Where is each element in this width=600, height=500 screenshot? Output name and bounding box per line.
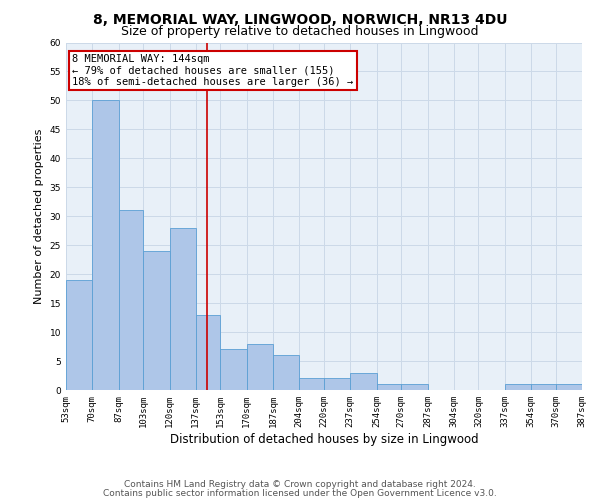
Bar xyxy=(299,378,324,390)
Bar xyxy=(505,384,531,390)
Bar xyxy=(66,280,92,390)
Bar xyxy=(324,378,350,390)
Bar xyxy=(531,384,556,390)
Text: Contains HM Land Registry data © Crown copyright and database right 2024.: Contains HM Land Registry data © Crown c… xyxy=(124,480,476,489)
Bar xyxy=(196,314,220,390)
Bar xyxy=(401,384,428,390)
Bar xyxy=(247,344,273,390)
Y-axis label: Number of detached properties: Number of detached properties xyxy=(34,128,44,304)
Bar xyxy=(170,228,196,390)
Bar xyxy=(350,372,377,390)
Text: Contains public sector information licensed under the Open Government Licence v3: Contains public sector information licen… xyxy=(103,488,497,498)
X-axis label: Distribution of detached houses by size in Lingwood: Distribution of detached houses by size … xyxy=(170,432,478,446)
Text: 8, MEMORIAL WAY, LINGWOOD, NORWICH, NR13 4DU: 8, MEMORIAL WAY, LINGWOOD, NORWICH, NR13… xyxy=(93,12,507,26)
Text: 8 MEMORIAL WAY: 144sqm
← 79% of detached houses are smaller (155)
18% of semi-de: 8 MEMORIAL WAY: 144sqm ← 79% of detached… xyxy=(72,54,353,88)
Bar xyxy=(377,384,401,390)
Bar xyxy=(119,210,143,390)
Bar xyxy=(143,251,170,390)
Bar xyxy=(220,350,247,390)
Bar xyxy=(92,100,119,390)
Text: Size of property relative to detached houses in Lingwood: Size of property relative to detached ho… xyxy=(121,25,479,38)
Bar xyxy=(273,355,299,390)
Bar xyxy=(556,384,582,390)
